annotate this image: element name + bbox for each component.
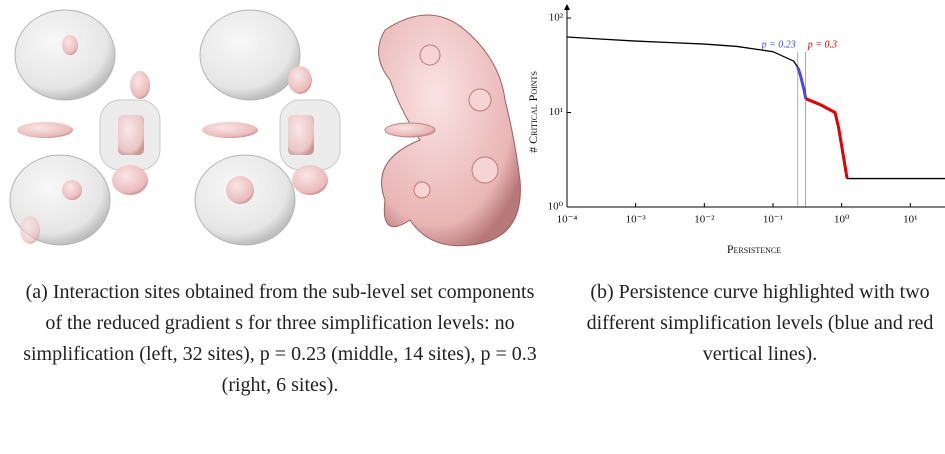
y-tick-label: 10² xyxy=(549,12,564,24)
y-axis-title: # Critical Points xyxy=(526,71,540,153)
y-tick-label: 10¹ xyxy=(549,106,563,118)
series-line xyxy=(796,66,808,99)
x-tick-label: 10⁻⁴ xyxy=(557,214,578,226)
vline-label: p = 0.23 xyxy=(761,39,796,50)
y-tick-label: 10⁰ xyxy=(548,201,564,213)
series-line xyxy=(566,36,799,68)
x-tick-label: 10¹ xyxy=(903,214,917,226)
x-tick-label: 10⁻² xyxy=(694,214,715,226)
rendering-left xyxy=(9,9,161,246)
chart: # Critical Points Persistence p = 0.23 p … xyxy=(526,4,945,256)
caption-a: (a) Interaction sites obtained from the … xyxy=(23,281,537,396)
y-axis-arrow xyxy=(564,4,570,10)
x-tick-label: 10⁻³ xyxy=(626,214,647,226)
rendering-right xyxy=(378,14,521,247)
x-tick-label: 10⁰ xyxy=(834,214,850,226)
x-axis-title: Persistence xyxy=(727,242,781,256)
renderings xyxy=(9,9,521,247)
rendering-middle xyxy=(194,9,341,246)
x-tick-label: 10⁻¹ xyxy=(763,214,783,226)
vline-label: p = 0.3 xyxy=(807,39,837,50)
series-line xyxy=(805,97,849,179)
caption-b: (b) Persistence curve highlighted with t… xyxy=(586,281,934,365)
